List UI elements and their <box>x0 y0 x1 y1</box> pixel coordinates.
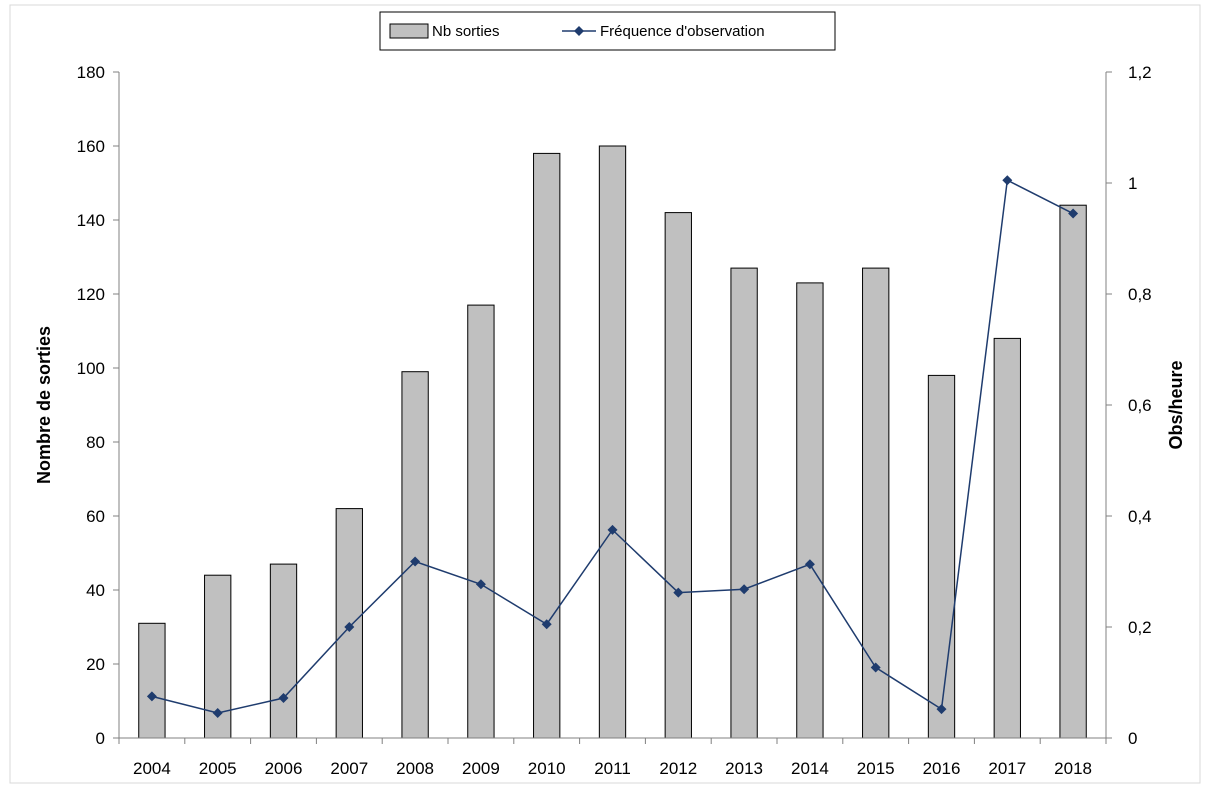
point-frequence-2007 <box>344 622 355 632</box>
x-tick-label-2013: 2013 <box>725 759 763 778</box>
bar-nb-sorties-2010 <box>533 152 561 739</box>
bar-nb-sorties-2013 <box>730 267 758 739</box>
bar-nb-sorties-2014 <box>796 282 824 739</box>
legend-label-frequence: Fréquence d'observation <box>600 23 765 40</box>
x-tick-label-2018: 2018 <box>1054 759 1092 778</box>
x-tick-label-2008: 2008 <box>396 759 434 778</box>
point-frequence-2014 <box>804 559 815 570</box>
x-tick-label-2005: 2005 <box>199 759 237 778</box>
x-tick-label-2004: 2004 <box>133 759 171 778</box>
point-frequence-2010 <box>541 619 552 630</box>
y-left-tick-label: 80 <box>86 433 105 452</box>
y-left-tick-label: 120 <box>77 285 105 304</box>
point-frequence-2017 <box>1002 175 1013 186</box>
y-left-tick-label: 160 <box>77 137 105 156</box>
y-right-tick-label: 0,4 <box>1128 507 1152 526</box>
bar-nb-sorties-2018 <box>1059 204 1087 739</box>
y-axis-right-title: Obs/heure <box>1166 360 1186 449</box>
legend-diamond-marker <box>574 26 584 36</box>
y-left-tick-label: 140 <box>77 211 105 230</box>
x-tick-label-2016: 2016 <box>923 759 961 778</box>
legend: Nb sorties Fréquence d'observation <box>379 11 836 51</box>
x-tick-label-2012: 2012 <box>659 759 697 778</box>
point-frequence-2004 <box>146 691 157 702</box>
y-right-tick-label: 0,2 <box>1128 618 1152 637</box>
point-frequence-2005 <box>212 708 223 719</box>
x-tick-label-2015: 2015 <box>857 759 895 778</box>
y-left-tick-label: 60 <box>86 507 105 526</box>
y-left-tick-label: 180 <box>77 63 105 82</box>
y-left-tick-label: 100 <box>77 359 105 378</box>
bar-nb-sorties-2017 <box>993 337 1021 739</box>
point-frequence-2006 <box>278 693 289 704</box>
legend-bar-swatch <box>389 23 429 39</box>
bar-nb-sorties-2011 <box>598 145 627 739</box>
plot-area: 0 20 40 60 80 100 120 140 160 180 0 0,2 0,4 0,6 0,8 1 1,… <box>77 63 1152 778</box>
bar-nb-sorties-2012 <box>664 212 692 739</box>
x-tick-label-2006: 2006 <box>265 759 303 778</box>
point-frequence-2013 <box>739 584 750 595</box>
x-tick-label-2007: 2007 <box>330 759 368 778</box>
y-left-tick-label: 0 <box>96 729 105 748</box>
y-right-tick-label: 0,6 <box>1128 396 1152 415</box>
y-right-tick-label: 1 <box>1128 174 1137 193</box>
legend-box <box>379 11 836 51</box>
x-tick-label-2017: 2017 <box>988 759 1026 778</box>
y-left-tick-label: 20 <box>86 655 105 674</box>
point-frequence-2015 <box>870 662 881 673</box>
x-tick-label-2014: 2014 <box>791 759 829 778</box>
x-tick-label-2011: 2011 <box>594 759 631 778</box>
point-frequence-2012 <box>673 587 684 598</box>
point-frequence-2011 <box>607 524 618 535</box>
x-tick-label-2009: 2009 <box>462 759 500 778</box>
y-right-tick-label: 0 <box>1128 729 1137 748</box>
bar-nb-sorties-2004 <box>138 622 166 739</box>
bar-nb-sorties-2009 <box>467 304 495 739</box>
point-frequence-2009 <box>475 579 486 590</box>
legend-label-nb-sorties: Nb sorties <box>432 23 500 40</box>
y-right-tick-label: 1,2 <box>1128 63 1152 82</box>
x-tick-label-2010: 2010 <box>528 759 566 778</box>
bar-nb-sorties-2006 <box>269 563 298 739</box>
point-frequence-2016 <box>936 704 947 715</box>
y-right-tick-label: 0,8 <box>1128 285 1152 304</box>
y-left-tick-label: 40 <box>86 581 105 600</box>
bar-nb-sorties-2008 <box>401 371 429 739</box>
y-axis-left-title: Nombre de sorties <box>34 326 54 484</box>
point-frequence-2018 <box>1068 208 1079 219</box>
point-frequence-2008 <box>410 556 421 567</box>
bar-nb-sorties-2016 <box>927 374 956 739</box>
